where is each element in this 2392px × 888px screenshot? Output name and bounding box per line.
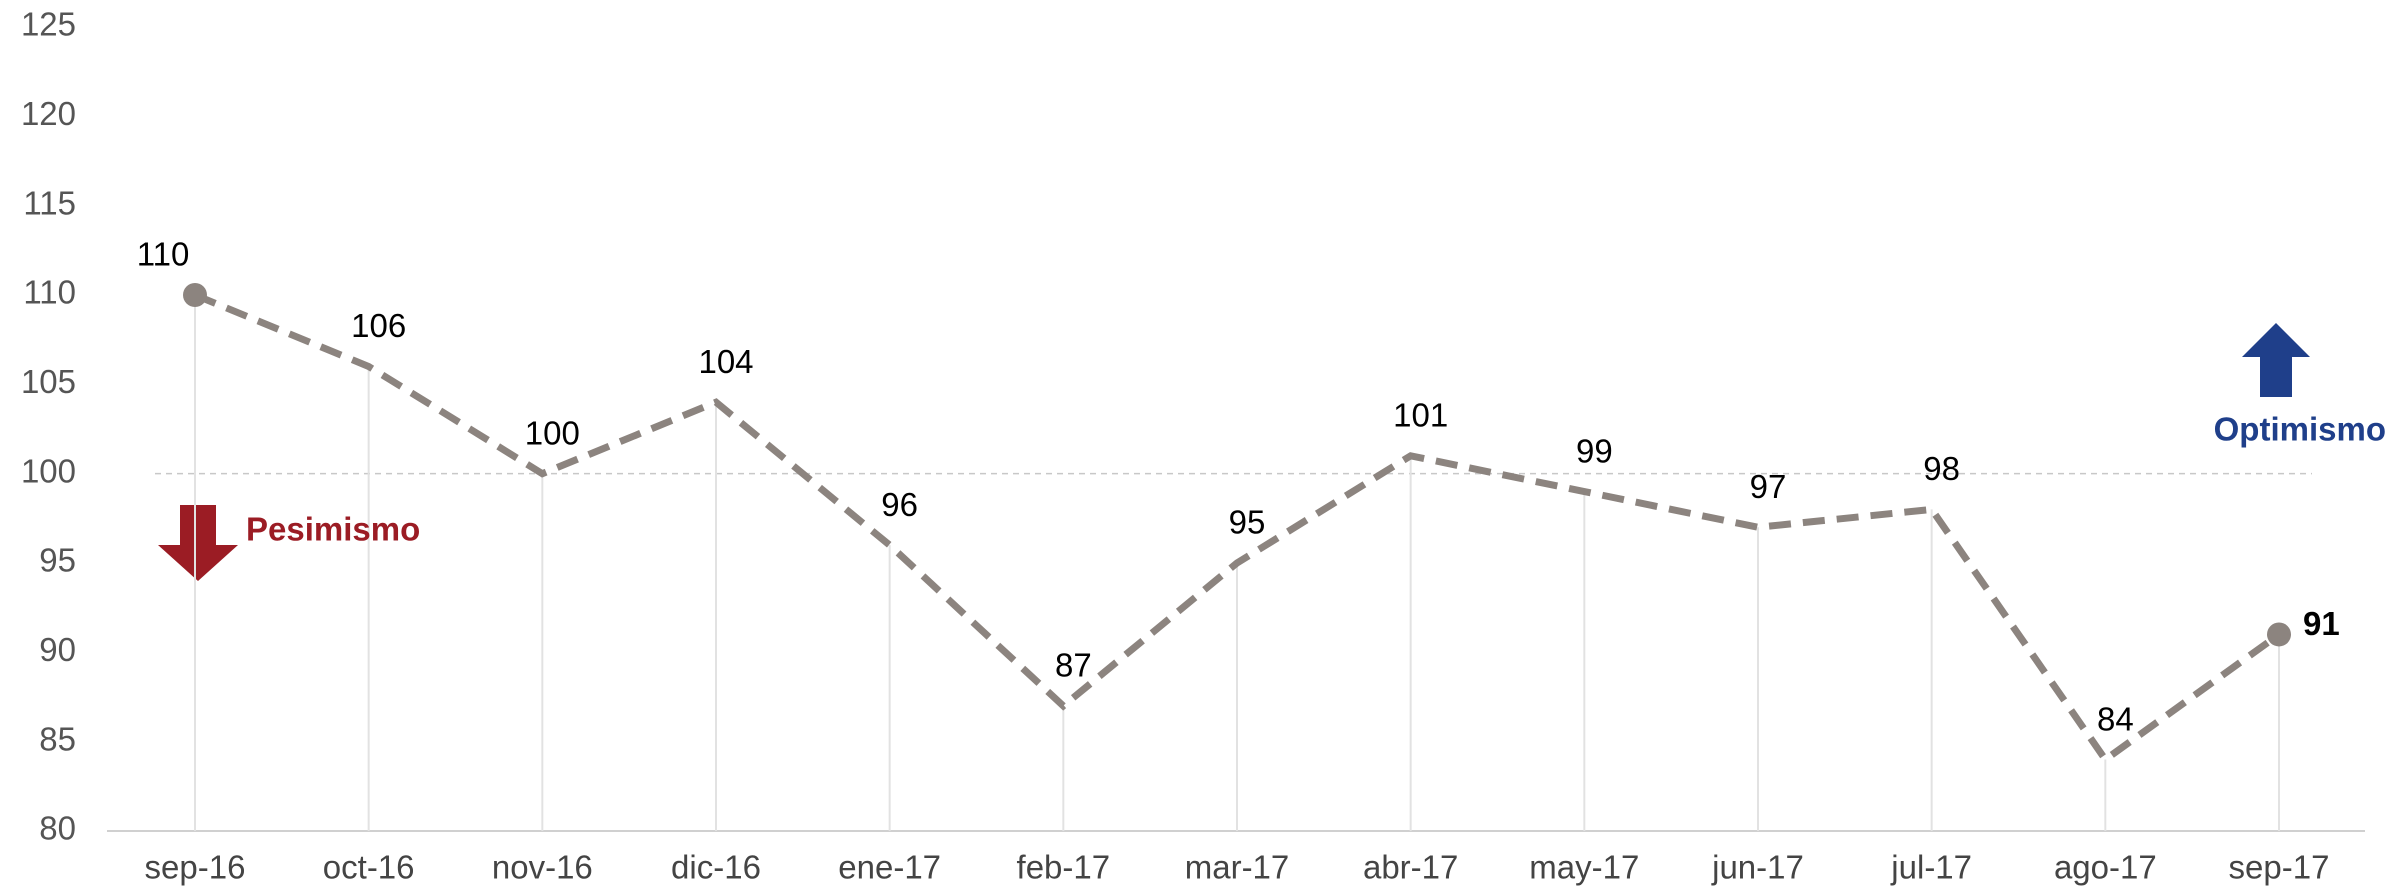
x-tick-label: mar-17 — [1185, 849, 1290, 886]
down-arrow — [158, 505, 238, 581]
y-tick-label: 80 — [39, 810, 76, 847]
y-tick-label: 95 — [39, 542, 76, 579]
data-label: 87 — [1055, 647, 1092, 684]
data-label: 91 — [2303, 605, 2340, 642]
y-tick-label: 100 — [21, 452, 76, 489]
y-tick-label: 115 — [23, 184, 76, 221]
annotation: Pesimismo — [246, 511, 420, 548]
x-tick-label: jul-17 — [1890, 849, 1972, 886]
data-label: 97 — [1750, 468, 1787, 505]
x-tick-label: oct-16 — [323, 849, 415, 886]
data-label: 101 — [1393, 397, 1448, 434]
x-tick-label: nov-16 — [492, 849, 593, 886]
y-tick-label: 90 — [39, 631, 76, 668]
data-label: 110 — [137, 236, 190, 273]
data-label: 100 — [525, 414, 580, 451]
x-tick-label: feb-17 — [1017, 849, 1111, 886]
annotation: Optimismo — [2214, 411, 2386, 448]
x-tick-label: sep-17 — [2229, 849, 2330, 886]
x-tick-label: sep-16 — [145, 849, 246, 886]
data-label: 96 — [881, 486, 918, 523]
x-tick-label: dic-16 — [671, 849, 761, 886]
up-arrow — [2242, 323, 2310, 397]
y-tick-label: 125 — [21, 6, 76, 43]
data-label: 104 — [698, 343, 753, 380]
line — [193, 291, 2282, 765]
marker — [2267, 622, 2291, 647]
data-label: 98 — [1923, 450, 1960, 487]
x-tick-label: abr-17 — [1363, 849, 1458, 886]
marker — [183, 283, 207, 307]
data-label: 99 — [1576, 432, 1613, 469]
y-tick-label: 120 — [21, 95, 76, 132]
data-label: 84 — [2097, 700, 2134, 737]
y-tick-label: 85 — [39, 720, 76, 757]
x-tick-label: ene-17 — [838, 849, 941, 886]
data-label: 106 — [351, 307, 406, 344]
y-tick-label: 105 — [21, 363, 76, 400]
data-label: 95 — [1229, 504, 1266, 541]
x-tick-label: may-17 — [1529, 849, 1639, 886]
y-tick-label: 110 — [23, 274, 76, 311]
x-tick-label: jun-17 — [1711, 849, 1804, 886]
x-tick-label: ago-17 — [2054, 849, 2157, 886]
